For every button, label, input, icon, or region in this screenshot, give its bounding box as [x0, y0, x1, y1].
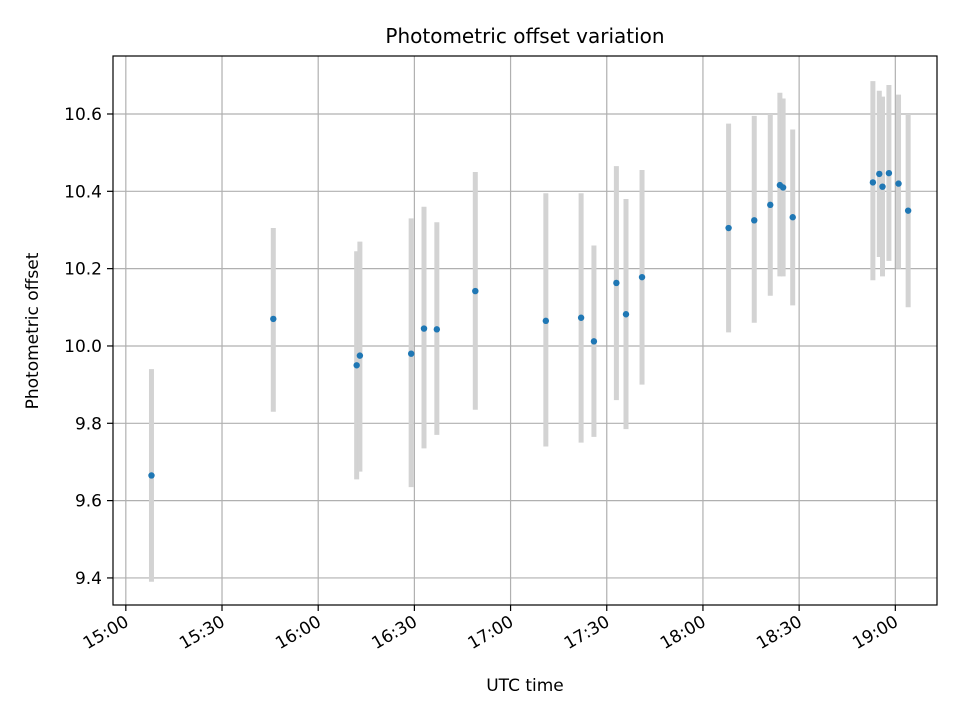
x-tick-label: 17:00	[465, 612, 517, 654]
x-tick-label: 18:00	[657, 612, 709, 654]
data-point	[879, 183, 886, 190]
data-point	[613, 279, 620, 287]
x-tick-label: 19:00	[849, 612, 901, 654]
data-point	[420, 325, 428, 332]
data-point	[751, 217, 758, 224]
data-point	[590, 338, 598, 345]
data-point	[885, 169, 893, 177]
data-point	[148, 472, 155, 479]
data-point	[904, 207, 912, 214]
data-point	[767, 201, 774, 209]
y-axis-label: Photometric offset	[23, 252, 43, 409]
y-tick-label: 10.2	[64, 260, 102, 280]
data-point	[789, 214, 796, 221]
data-point	[353, 362, 360, 369]
grid	[113, 56, 937, 605]
data-point	[638, 273, 646, 281]
x-tick-label: 16:00	[272, 612, 324, 654]
data-point	[869, 179, 877, 186]
x-tick-label: 18:30	[753, 612, 805, 654]
data-point	[876, 170, 883, 178]
data-point	[270, 315, 277, 323]
chart-title: Photometric offset variation	[385, 24, 664, 48]
data-point	[622, 311, 630, 318]
data-point	[577, 314, 585, 321]
data-point	[895, 180, 902, 187]
data-point	[356, 352, 364, 359]
y-tick-label: 10.4	[64, 182, 102, 202]
error-bars	[148, 81, 911, 582]
y-tick-label: 10.6	[64, 105, 102, 125]
axis-ticks: 15:00 15:30 16:00 16:30 17:00 17:30 18:00 18:30…	[64, 105, 902, 654]
x-axis-label: UTC time	[486, 676, 564, 696]
y-tick-label: 10.0	[64, 337, 102, 357]
x-tick-label: 17:30	[561, 612, 613, 654]
x-tick-label: 15:00	[80, 612, 132, 654]
data-point	[725, 224, 732, 232]
x-tick-label: 16:30	[368, 612, 420, 654]
data-point	[472, 287, 479, 295]
data-point	[542, 317, 550, 325]
x-tick-label: 15:30	[176, 612, 228, 654]
y-tick-label: 9.8	[75, 414, 102, 434]
data-point	[407, 350, 415, 357]
data-point	[779, 184, 787, 191]
plot-frame	[112, 55, 938, 606]
y-tick-label: 9.6	[75, 492, 102, 512]
data-points	[148, 169, 912, 479]
data-point	[433, 326, 441, 333]
y-tick-label: 9.4	[75, 569, 102, 589]
